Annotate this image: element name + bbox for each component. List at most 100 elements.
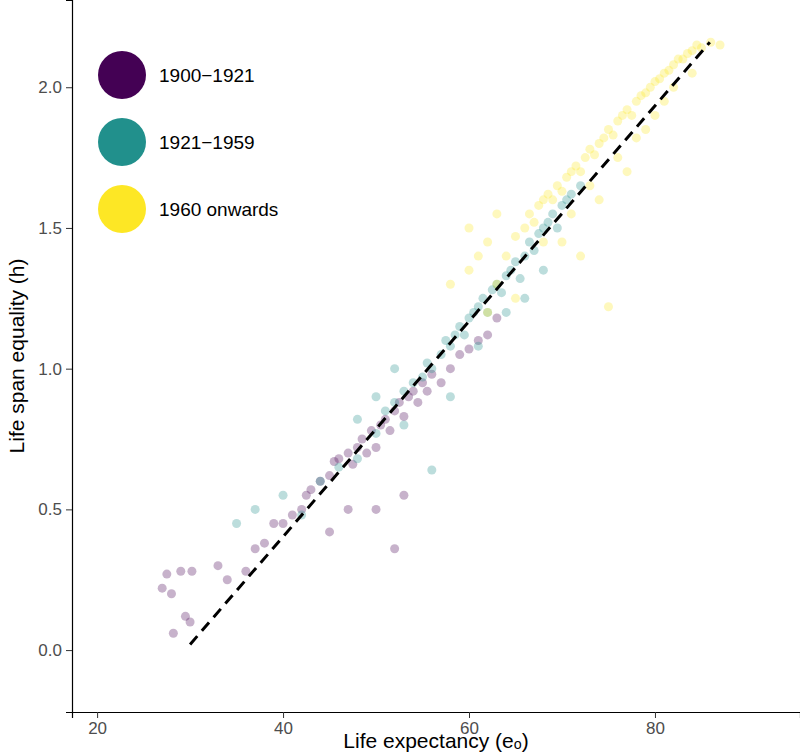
y-tick: 1.5: [38, 219, 72, 238]
point: [437, 378, 446, 387]
legend-swatch: [98, 118, 146, 166]
point: [483, 308, 492, 317]
x-tick-mark: [97, 712, 98, 718]
point: [306, 485, 315, 494]
x-tick: 40: [274, 712, 293, 738]
y-tick-mark: [66, 228, 72, 229]
point: [427, 465, 436, 474]
y-tick: 0.5: [38, 500, 72, 519]
point: [162, 570, 171, 579]
point: [465, 344, 474, 353]
point: [650, 111, 659, 120]
marks: [158, 38, 725, 645]
point: [334, 454, 343, 463]
point: [483, 308, 492, 317]
y-axis-line: [66, 1, 73, 713]
y-tick-label: 1.0: [38, 360, 62, 379]
point: [539, 238, 548, 247]
legend-label: 1960 onwards: [159, 199, 278, 220]
x-tick-mark: [655, 712, 656, 718]
point: [372, 443, 381, 452]
point: [446, 392, 455, 401]
point: [325, 527, 334, 536]
point: [316, 477, 325, 486]
point: [557, 187, 566, 196]
point: [455, 350, 464, 359]
point: [279, 491, 288, 500]
point: [251, 505, 260, 514]
y-tick-mark: [66, 509, 72, 510]
point: [627, 111, 636, 120]
point: [353, 454, 362, 463]
legend-label: 1921−1959: [159, 132, 255, 153]
chart: 204060800.00.51.01.52.0Life expectancy (…: [0, 0, 800, 754]
point: [446, 280, 455, 289]
point: [716, 41, 725, 50]
point: [223, 575, 232, 584]
plot: 204060800.00.51.01.52.0: [38, 1, 800, 739]
point: [632, 133, 641, 142]
point: [585, 181, 594, 190]
point: [353, 415, 362, 424]
legend: 1900−1921 1921−1959 1960 onwards: [98, 51, 278, 233]
point: [525, 238, 534, 247]
point: [604, 302, 613, 311]
point: [362, 449, 371, 458]
point: [344, 449, 353, 458]
point: [492, 314, 501, 323]
point: [409, 387, 418, 396]
point: [483, 330, 492, 339]
point: [460, 330, 469, 339]
point-series: [446, 38, 725, 317]
point: [581, 153, 590, 162]
point: [279, 519, 288, 528]
point: [516, 274, 525, 283]
point: [483, 238, 492, 247]
y-axis-title: Life span equality (h): [5, 259, 28, 454]
point: [269, 519, 278, 528]
x-tick-label: 40: [274, 719, 293, 738]
point: [576, 252, 585, 261]
point: [372, 392, 381, 401]
point: [530, 218, 539, 227]
point: [511, 294, 520, 303]
point: [232, 519, 241, 528]
point: [544, 218, 553, 227]
point: [358, 435, 367, 444]
legend-label: 1900−1921: [159, 65, 255, 86]
x-tick-label: 20: [88, 719, 107, 738]
y-tick-label: 1.5: [38, 219, 62, 238]
x-axis-line: [73, 713, 800, 719]
point: [399, 420, 408, 429]
point: [492, 209, 501, 218]
point: [465, 223, 474, 232]
point: [213, 561, 222, 570]
x-tick: 80: [646, 712, 665, 738]
x-axis-title: Life expectancy (eₒ): [343, 729, 528, 752]
y-tick-label: 0.5: [38, 500, 62, 519]
point: [623, 167, 632, 176]
point: [316, 477, 325, 486]
point: [502, 308, 511, 317]
point: [372, 505, 381, 514]
y-tick-mark: [66, 87, 72, 88]
point: [502, 252, 511, 261]
point: [609, 131, 618, 140]
point: [567, 209, 576, 218]
point: [599, 133, 608, 142]
point: [399, 412, 408, 421]
y-tick: 2.0: [38, 78, 72, 97]
point: [706, 38, 715, 47]
point: [688, 69, 697, 78]
point: [548, 209, 557, 218]
point: [260, 539, 269, 548]
point: [413, 398, 422, 407]
y-tick-label: 2.0: [38, 78, 62, 97]
point: [525, 209, 534, 218]
x-tick: 20: [88, 712, 107, 738]
point: [344, 505, 353, 514]
x-tick-mark: [283, 712, 284, 718]
point: [176, 567, 185, 576]
point: [288, 511, 297, 520]
legend-swatch: [98, 185, 146, 233]
